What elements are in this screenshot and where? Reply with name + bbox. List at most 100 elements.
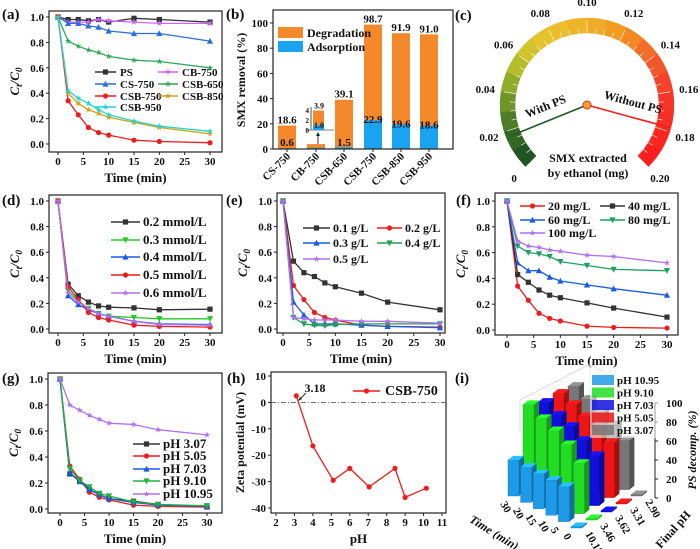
- legend-item: CSB-850: [158, 91, 224, 103]
- data-point: [56, 375, 64, 382]
- legend-item: 100 mg/L: [520, 226, 596, 240]
- data-point: [75, 94, 82, 101]
- y-axis-label-part: t: [14, 84, 24, 87]
- data-point: [66, 469, 73, 476]
- data-point: [525, 242, 532, 249]
- gauge-tick-label: 0.06: [494, 39, 514, 51]
- inset-cb-750: 0 2 4 3.9 1.0: [306, 102, 334, 144]
- data-point: [529, 229, 536, 236]
- data-point: [95, 129, 102, 136]
- time-tick-label: 0: [560, 532, 573, 543]
- data-point: [95, 16, 102, 23]
- y-tick-label: 0.0: [30, 324, 44, 336]
- data-point: [313, 255, 320, 262]
- data-point: [143, 490, 150, 497]
- data-point: [384, 317, 391, 325]
- gauge-tick: [518, 55, 529, 63]
- x-tick-label: 7: [365, 517, 371, 529]
- data-point: [290, 258, 297, 264]
- y-axis-label: Ct/C0: [453, 250, 470, 278]
- data-point: [583, 281, 591, 288]
- legend-item: pH 9.10: [133, 473, 206, 488]
- bar-side: [642, 490, 647, 496]
- data-point: [156, 20, 163, 27]
- x-tick-label: 30: [435, 337, 447, 349]
- y-tick-label: 0.8: [29, 400, 43, 412]
- legend-swatch: [592, 412, 614, 423]
- panel-label: (g): [2, 371, 20, 387]
- legend-label: pH 7.03: [163, 461, 207, 476]
- time-tick-label: 5: [548, 525, 561, 536]
- data-point: [75, 100, 82, 107]
- series-CSB-950: [54, 13, 214, 134]
- plot-frame: [47, 372, 223, 514]
- inset-bar-adsorption: [313, 125, 324, 130]
- bar-3d: [588, 451, 605, 506]
- legend-item: 20 mg/L: [520, 199, 590, 213]
- data-point: [105, 114, 112, 121]
- y-axis-label: Zeta potential (mV): [233, 392, 247, 493]
- legend-item: pH 10.95: [133, 486, 213, 501]
- data-point: [311, 273, 317, 280]
- y-tick-label: 20: [257, 119, 269, 131]
- data-point: [102, 69, 109, 75]
- chart-e: 0 5 10 15 20 25 30 0.0 0.2 0.4 0.6 0.8 1.0 Time (min)…: [235, 192, 447, 366]
- gauge-tick: [657, 118, 663, 121]
- data-point: [311, 309, 317, 315]
- legend-label: 40 mg/L: [628, 199, 670, 213]
- bar-top: [575, 436, 592, 441]
- y-axis-label-part: /C: [7, 254, 22, 268]
- gauge-tick-label: 0.02: [479, 132, 499, 144]
- data-point: [207, 306, 213, 312]
- y-tick-label: 0.4: [30, 88, 44, 100]
- x-tick-label: 15: [582, 339, 594, 351]
- gauge-tick: [633, 46, 638, 51]
- data-point: [557, 259, 564, 265]
- data-point: [130, 421, 137, 428]
- bar-front: [588, 455, 600, 506]
- data-point: [130, 18, 138, 25]
- bar-top: [568, 382, 584, 387]
- y-tick-label: 0.8: [30, 37, 44, 49]
- data-point: [557, 277, 564, 284]
- data-point: [154, 426, 162, 433]
- data-point: [66, 401, 73, 408]
- legend-label: 0.2 g/L: [405, 221, 440, 235]
- x-tick-label: 10: [103, 156, 115, 168]
- data-point: [203, 431, 211, 438]
- bar-front: [615, 502, 628, 505]
- data-point: [514, 259, 521, 266]
- data-point: [206, 37, 214, 44]
- data-point: [332, 316, 339, 323]
- x-tick-label: 15: [356, 337, 368, 349]
- data-point: [313, 225, 320, 231]
- data-point: [86, 484, 93, 491]
- series-line: [295, 395, 427, 499]
- legend-item: 0.1 g/L: [303, 221, 368, 235]
- y-axis-label: Ct/C0: [7, 67, 24, 95]
- bar-adsorption: [364, 120, 382, 149]
- data-point: [75, 293, 81, 299]
- x-tick-label: 11: [437, 517, 447, 529]
- bar-front: [630, 494, 643, 497]
- chart-d: 0 5 10 15 20 25 30 0.0 0.2 0.4 0.6 0.8 1.0 Time (min)…: [7, 194, 223, 366]
- data-point: [96, 490, 103, 497]
- data-point: [514, 243, 521, 250]
- x-axis-label: Time (min): [104, 351, 166, 366]
- legend-label: 0.1 g/L: [333, 221, 368, 235]
- bar-3d: [570, 522, 587, 529]
- gauge-tick-label: 0.20: [650, 173, 670, 185]
- x-tick-label: 25: [179, 337, 191, 349]
- legend-item: 60 mg/L: [520, 213, 590, 227]
- data-point: [64, 89, 72, 96]
- arrow-head: [316, 132, 320, 136]
- legend-swatch: [592, 400, 614, 410]
- bar-degradation: [307, 144, 325, 149]
- data-point: [436, 324, 444, 331]
- gauge-tick: [568, 30, 571, 36]
- data-point: [584, 323, 590, 329]
- y-tick-label: 100: [252, 18, 269, 30]
- data-point: [436, 319, 444, 326]
- legend-item: 0.2 g/L: [377, 221, 440, 235]
